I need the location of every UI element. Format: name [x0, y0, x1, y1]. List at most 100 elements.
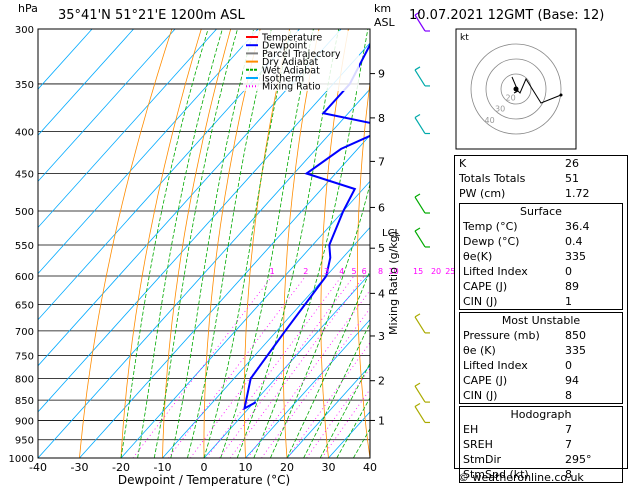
mixing-ratio-tick-label: 8 — [378, 267, 383, 276]
wind-barb-flag — [414, 382, 421, 387]
stat-row: Lifted Index 0 — [463, 359, 572, 372]
pressure-tick-label: 500 — [15, 207, 34, 218]
temperature-tick-label: 20 — [280, 461, 294, 474]
series-line-dewpoint — [243, 42, 370, 411]
pressure-tick-label: 900 — [15, 416, 34, 427]
dry-adiabat-line — [243, 29, 290, 458]
copyright-footer[interactable]: © weatheronline.co.uk — [458, 471, 584, 484]
mixing-ratio-tick-label: 15 — [413, 267, 423, 276]
isotherm-line — [203, 272, 370, 458]
x-axis-title: Dewpoint / Temperature (°C) — [118, 473, 290, 486]
pressure-tick-label: 850 — [15, 396, 34, 407]
temperature-tick-label: 40 — [363, 461, 377, 474]
stat-row: Dewp (°C) 0.4 — [463, 235, 583, 248]
km-tick-label: 4 — [378, 287, 385, 300]
legend-label: Parcel Trajectory — [262, 49, 341, 60]
mixing-ratio-tick-label: 2 — [303, 267, 308, 276]
wet-adiabat-line — [319, 362, 370, 458]
hodograph-ring — [500, 73, 532, 105]
pressure-tick-label: 1000 — [9, 454, 34, 465]
isotherm-line — [38, 29, 300, 321]
stat-row: CAPE (J) 89 — [463, 280, 579, 293]
dry-adiabat-line — [162, 29, 232, 458]
stat-row: θe(K) 335 — [463, 250, 586, 263]
wet-adiabat-line — [153, 29, 238, 458]
temperature-tick-label: -30 — [71, 461, 89, 474]
mixing-ratio-tick-label: 4 — [339, 267, 344, 276]
mixing-ratio-line — [168, 275, 307, 458]
isotherm-line — [38, 29, 217, 229]
isotherm-line — [38, 88, 370, 458]
wet-adiabat-line — [336, 396, 370, 458]
wind-barb — [414, 316, 426, 334]
pressure-tick-label: 650 — [15, 301, 34, 312]
mixing-ratio-tick-label: 5 — [351, 267, 356, 276]
wet-adiabat-line — [303, 322, 370, 458]
pressure-tick-label: 400 — [15, 128, 34, 139]
temperature-tick-label: 0 — [201, 461, 208, 474]
km-tick-label: 6 — [378, 201, 385, 214]
stat-row: Totals Totals 51 — [459, 172, 579, 185]
hodograph-kt-label: kt — [460, 33, 469, 43]
legend-label: Wet Adiabat — [262, 65, 320, 76]
isotherm-line — [38, 29, 93, 90]
km-tick-label: 9 — [378, 68, 385, 81]
hodograph-trace — [515, 77, 562, 104]
temperature-tick-label: -40 — [29, 461, 47, 474]
axis-labels: 3003504004505005506006507007508008509009… — [9, 25, 456, 486]
index-rows: K 26 Totals Totals 51 PW (cm) 1.72 — [455, 156, 627, 201]
stat-row: PW (cm) 1.72 — [459, 187, 590, 200]
km-tick-label: 2 — [378, 375, 385, 388]
wet-adiabat-line — [120, 29, 209, 458]
km-label: km — [374, 2, 392, 15]
stat-row: CIN (J) 8 — [463, 389, 572, 402]
stat-row: Temp (°C) 36.4 — [463, 220, 590, 233]
wind-barb-flag — [414, 66, 421, 71]
dry-adiabat-line — [427, 29, 453, 458]
wind-barb-flag — [414, 227, 421, 232]
stat-row: K 26 — [459, 157, 579, 170]
pressure-tick-label: 300 — [15, 25, 34, 36]
most-unstable-title: Most Unstable — [501, 314, 581, 327]
stat-row: CIN (J) 1 — [463, 295, 572, 308]
wet-adiabat-line — [220, 29, 314, 458]
hodograph-section: Hodograph EH 7 SREH 7 StmDir 295° StmSpd (k… — [459, 406, 623, 483]
stat-row: StmSpd (kt) 8 — [463, 468, 572, 481]
stat-row: StmDir 295° — [463, 453, 592, 466]
isotherm-line — [38, 42, 370, 413]
dry-adiabat-line — [356, 80, 370, 458]
mixing-ratio-line — [132, 275, 273, 458]
pressure-tick-label: 950 — [15, 436, 34, 447]
legend-label: Temperature — [261, 33, 322, 44]
hpa-label: hPa — [18, 2, 38, 15]
legend-box — [243, 31, 359, 91]
wet-adiabat-line — [137, 29, 223, 458]
legend-label: Dry Adiabat — [262, 57, 319, 68]
location-title: 35°41'N 51°21'E 1200m ASL — [58, 8, 245, 23]
pressure-tick-label: 750 — [15, 351, 34, 362]
wet-adiabat-line — [270, 182, 370, 458]
km-tick-label: 5 — [378, 242, 385, 255]
stat-row: CAPE (J) 94 — [463, 374, 579, 387]
mixing-ratio-line — [229, 275, 365, 458]
mixing-ratio-tick-label: 10 — [389, 267, 399, 276]
stats-panel: K 26 Totals Totals 51 PW (cm) 1.72 Surface … — [454, 155, 628, 483]
isotherm-line — [38, 29, 259, 275]
km-tick-label: 7 — [378, 155, 385, 168]
wet-adiabat-line — [286, 269, 370, 458]
wet-adiabat-line — [170, 29, 255, 458]
mixing-ratio-line — [219, 275, 355, 458]
km-tick-label: 1 — [378, 414, 385, 427]
stat-row: θe (K) 335 — [463, 344, 586, 357]
legend-label: Mixing Ratio — [262, 82, 321, 93]
temperature-tick-label: 30 — [322, 461, 336, 474]
mixing-ratio-line — [206, 275, 343, 458]
stat-row: Pressure (mb) 850 — [463, 329, 586, 342]
mixing-ratio-tick-label: 3 — [324, 267, 329, 276]
wind-barb — [414, 385, 426, 403]
hodograph-trace — [511, 76, 519, 94]
wind-barb — [414, 406, 426, 423]
wind-barbs — [414, 11, 430, 424]
